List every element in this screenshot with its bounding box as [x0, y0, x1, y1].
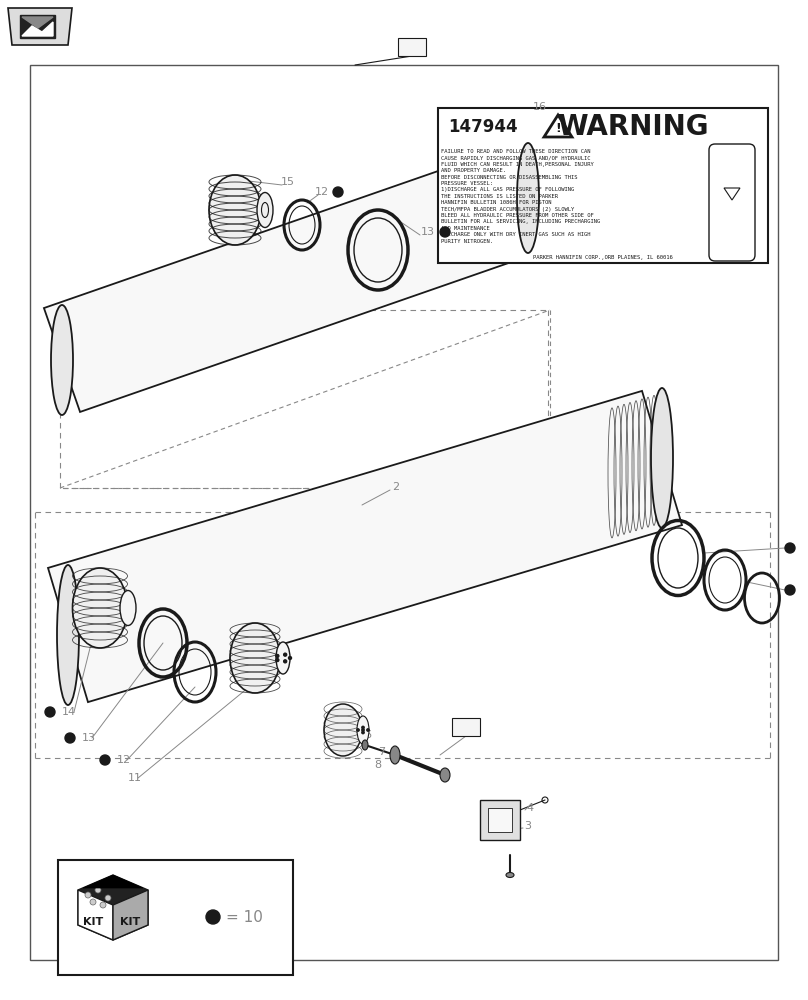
- Text: 8: 8: [374, 760, 381, 770]
- Text: 3: 3: [524, 821, 532, 831]
- Circle shape: [284, 660, 287, 663]
- Bar: [438, 108, 768, 263]
- Ellipse shape: [73, 568, 128, 648]
- Text: 7: 7: [378, 747, 385, 757]
- Text: 2: 2: [393, 482, 400, 492]
- Circle shape: [206, 910, 220, 924]
- Text: 11: 11: [128, 773, 142, 783]
- Text: 9: 9: [342, 715, 348, 725]
- Text: 5: 5: [462, 722, 469, 732]
- Polygon shape: [78, 890, 113, 940]
- Ellipse shape: [324, 704, 362, 756]
- Text: KIT: KIT: [83, 917, 103, 927]
- Polygon shape: [20, 15, 55, 38]
- Polygon shape: [8, 8, 72, 45]
- Ellipse shape: [390, 746, 400, 764]
- Circle shape: [276, 654, 279, 657]
- Circle shape: [45, 707, 55, 717]
- Polygon shape: [78, 875, 148, 940]
- Ellipse shape: [51, 305, 73, 415]
- Text: !: !: [555, 122, 561, 135]
- Ellipse shape: [362, 740, 368, 750]
- Text: KIT: KIT: [120, 917, 140, 927]
- Circle shape: [367, 729, 369, 731]
- Bar: [488, 808, 512, 832]
- Text: 13: 13: [421, 227, 435, 237]
- Ellipse shape: [651, 388, 673, 528]
- Ellipse shape: [230, 623, 280, 693]
- Bar: [30, 65, 778, 960]
- Text: WARNING: WARNING: [558, 113, 709, 141]
- Text: FAILURE TO READ AND FOLLOW THESE DIRECTION CAN
CAUSE RAPIDLY DISCHARGING GAS AND: FAILURE TO READ AND FOLLOW THESE DIRECTI…: [441, 149, 600, 244]
- Text: 4: 4: [527, 803, 533, 813]
- Circle shape: [85, 892, 91, 898]
- Ellipse shape: [120, 590, 136, 626]
- Circle shape: [785, 543, 795, 553]
- Text: 13: 13: [82, 733, 96, 743]
- Ellipse shape: [357, 716, 369, 744]
- Circle shape: [90, 899, 96, 905]
- Circle shape: [105, 895, 111, 901]
- Circle shape: [100, 902, 106, 908]
- Text: 12: 12: [117, 755, 131, 765]
- Bar: [398, 38, 426, 56]
- Polygon shape: [44, 146, 546, 412]
- Text: 14: 14: [62, 707, 76, 717]
- Polygon shape: [22, 22, 53, 36]
- Bar: [480, 800, 520, 840]
- Circle shape: [284, 653, 287, 656]
- Circle shape: [357, 729, 360, 731]
- Circle shape: [440, 227, 450, 237]
- Circle shape: [95, 887, 101, 893]
- Circle shape: [362, 726, 364, 729]
- Ellipse shape: [209, 175, 261, 245]
- Text: PARKER HANNIFIN CORP.,ORB PLAINES, IL 60016: PARKER HANNIFIN CORP.,ORB PLAINES, IL 60…: [533, 255, 673, 260]
- Text: 1: 1: [409, 42, 415, 52]
- Polygon shape: [83, 875, 143, 888]
- Circle shape: [333, 187, 343, 197]
- Text: = 10: = 10: [226, 910, 263, 924]
- Ellipse shape: [506, 872, 514, 878]
- Polygon shape: [48, 391, 682, 702]
- Polygon shape: [113, 890, 148, 940]
- Circle shape: [288, 656, 292, 660]
- Bar: [452, 718, 480, 736]
- Text: 6: 6: [364, 730, 372, 740]
- Text: 16: 16: [533, 102, 547, 112]
- Circle shape: [100, 755, 110, 765]
- Polygon shape: [22, 17, 53, 28]
- Circle shape: [65, 733, 75, 743]
- Circle shape: [362, 729, 364, 731]
- Ellipse shape: [57, 565, 79, 705]
- Circle shape: [362, 731, 364, 734]
- Text: 147944: 147944: [448, 118, 518, 136]
- Ellipse shape: [257, 192, 273, 228]
- Ellipse shape: [517, 143, 539, 253]
- Ellipse shape: [276, 642, 290, 674]
- Circle shape: [785, 585, 795, 595]
- Bar: [58, 860, 293, 975]
- Text: 12: 12: [315, 187, 329, 197]
- Text: 15: 15: [281, 177, 295, 187]
- Ellipse shape: [440, 768, 450, 782]
- Circle shape: [276, 659, 279, 662]
